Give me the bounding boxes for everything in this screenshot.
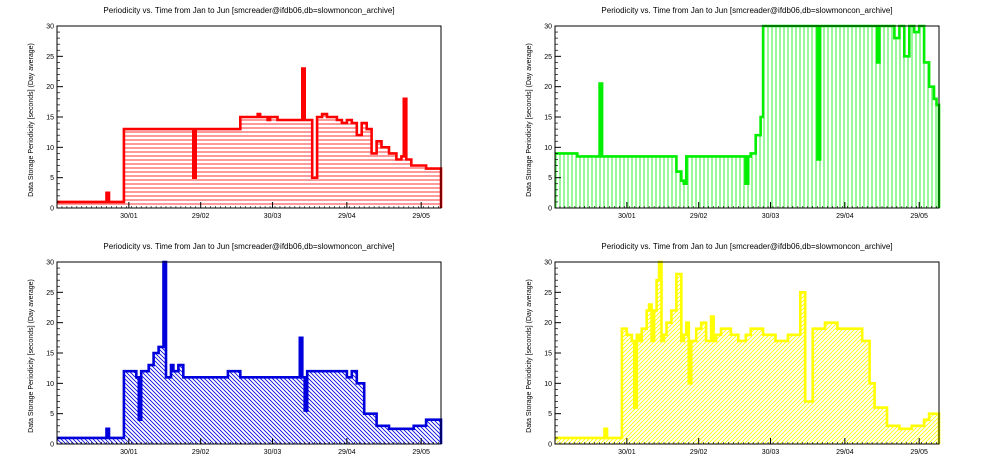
chart-title: Periodicity vs. Time from Jan to Jun [sm… [103, 242, 394, 251]
y-tick-label: 25 [46, 54, 54, 61]
plot-area: 0 5 10 15 20 25 30 30/01 29/02 30/03 29/04 29/05 [46, 260, 443, 456]
y-tick-label: 0 [548, 442, 552, 449]
y-tick-label: 20 [46, 320, 54, 327]
x-tick-label: 29/05 [910, 213, 928, 220]
y-tick-label: 0 [50, 442, 54, 449]
x-tick-label: 29/05 [412, 213, 430, 220]
series-area-fill [555, 262, 939, 444]
y-tick-label: 25 [544, 54, 552, 61]
chart-panel-top-left: Periodicity vs. Time from Jan to Jun [sm… [20, 2, 500, 228]
x-tick-label: 30/01 [618, 449, 636, 456]
chart-title: Periodicity vs. Time from Jan to Jun [sm… [103, 6, 394, 15]
series-line [555, 260, 941, 444]
chart-svg-top-right: Periodicity vs. Time from Jan to Jun [sm… [526, 6, 941, 220]
x-tick-label: 29/05 [412, 449, 430, 456]
chart-panel-bottom-right: Periodicity vs. Time from Jan to Jun [sm… [518, 238, 998, 464]
chart-panel-bottom-left: Periodicity vs. Time from Jan to Jun [sm… [20, 238, 500, 464]
y-tick-label: 5 [548, 175, 552, 182]
x-tick-label: 29/05 [910, 449, 928, 456]
y-tick-label: 25 [544, 290, 552, 297]
x-tick-label: 30/03 [264, 213, 282, 220]
series-area-fill [57, 262, 441, 444]
y-tick-label: 15 [46, 351, 54, 358]
y-axis-label: Data Storage Periodicity [seconds] (Day … [526, 43, 533, 197]
series-area-fill [555, 26, 939, 208]
y-tick-label: 10 [46, 145, 54, 152]
y-axis-label: Data Storage Periodicity [seconds] (Day … [28, 279, 35, 433]
y-tick-label: 5 [50, 175, 54, 182]
chart-svg-bottom-right: Periodicity vs. Time from Jan to Jun [sm… [526, 242, 941, 456]
chart-svg-top-left: Periodicity vs. Time from Jan to Jun [sm… [28, 6, 443, 220]
x-tick-label: 30/03 [762, 449, 780, 456]
x-tick-label: 29/02 [690, 449, 708, 456]
y-axis-label: Data Storage Periodicity [seconds] (Day … [526, 279, 533, 433]
plot-area: 0 5 10 15 20 25 30 30/01 29/02 30/03 29/04 29/05 [544, 260, 941, 456]
x-tick-label: 29/02 [192, 449, 210, 456]
x-tick-label: 29/02 [192, 213, 210, 220]
y-tick-label: 15 [544, 115, 552, 122]
x-tick-label: 30/01 [120, 449, 138, 456]
y-tick-label: 30 [544, 24, 552, 31]
chart-panel-top-right: Periodicity vs. Time from Jan to Jun [sm… [518, 2, 998, 228]
x-tick-label: 29/02 [690, 213, 708, 220]
x-tick-label: 30/01 [618, 213, 636, 220]
y-tick-label: 25 [46, 290, 54, 297]
y-tick-label: 20 [544, 84, 552, 91]
y-tick-label: 0 [50, 206, 54, 213]
y-tick-label: 5 [548, 411, 552, 418]
chart-title: Periodicity vs. Time from Jan to Jun [sm… [601, 242, 892, 251]
y-tick-label: 20 [46, 84, 54, 91]
y-tick-label: 10 [46, 381, 54, 388]
y-tick-label: 20 [544, 320, 552, 327]
series-line [57, 260, 443, 444]
x-tick-label: 29/04 [836, 449, 854, 456]
y-tick-label: 0 [548, 206, 552, 213]
chart-title: Periodicity vs. Time from Jan to Jun [sm… [601, 6, 892, 15]
y-tick-label: 30 [46, 24, 54, 31]
x-tick-label: 30/03 [762, 213, 780, 220]
y-axis-label: Data Storage Periodicity [seconds] (Day … [28, 43, 35, 197]
x-tick-label: 29/04 [338, 213, 356, 220]
x-tick-label: 29/04 [338, 449, 356, 456]
plot-area: 0 5 10 15 20 25 30 30/01 29/02 30/03 29/04 29/05 [46, 24, 443, 220]
x-tick-label: 29/04 [836, 213, 854, 220]
x-tick-label: 30/01 [120, 213, 138, 220]
series-area-fill [57, 68, 441, 208]
plot-area: 0 5 10 15 20 25 30 30/01 29/02 30/03 29/04 29/05 [544, 24, 941, 220]
chart-svg-bottom-left: Periodicity vs. Time from Jan to Jun [sm… [28, 242, 443, 456]
y-tick-label: 10 [544, 145, 552, 152]
y-tick-label: 5 [50, 411, 54, 418]
series-line [57, 67, 443, 208]
y-tick-label: 30 [46, 260, 54, 267]
y-tick-label: 30 [544, 260, 552, 267]
y-tick-label: 15 [46, 115, 54, 122]
y-tick-label: 15 [544, 351, 552, 358]
y-tick-label: 10 [544, 381, 552, 388]
x-tick-label: 30/03 [264, 449, 282, 456]
